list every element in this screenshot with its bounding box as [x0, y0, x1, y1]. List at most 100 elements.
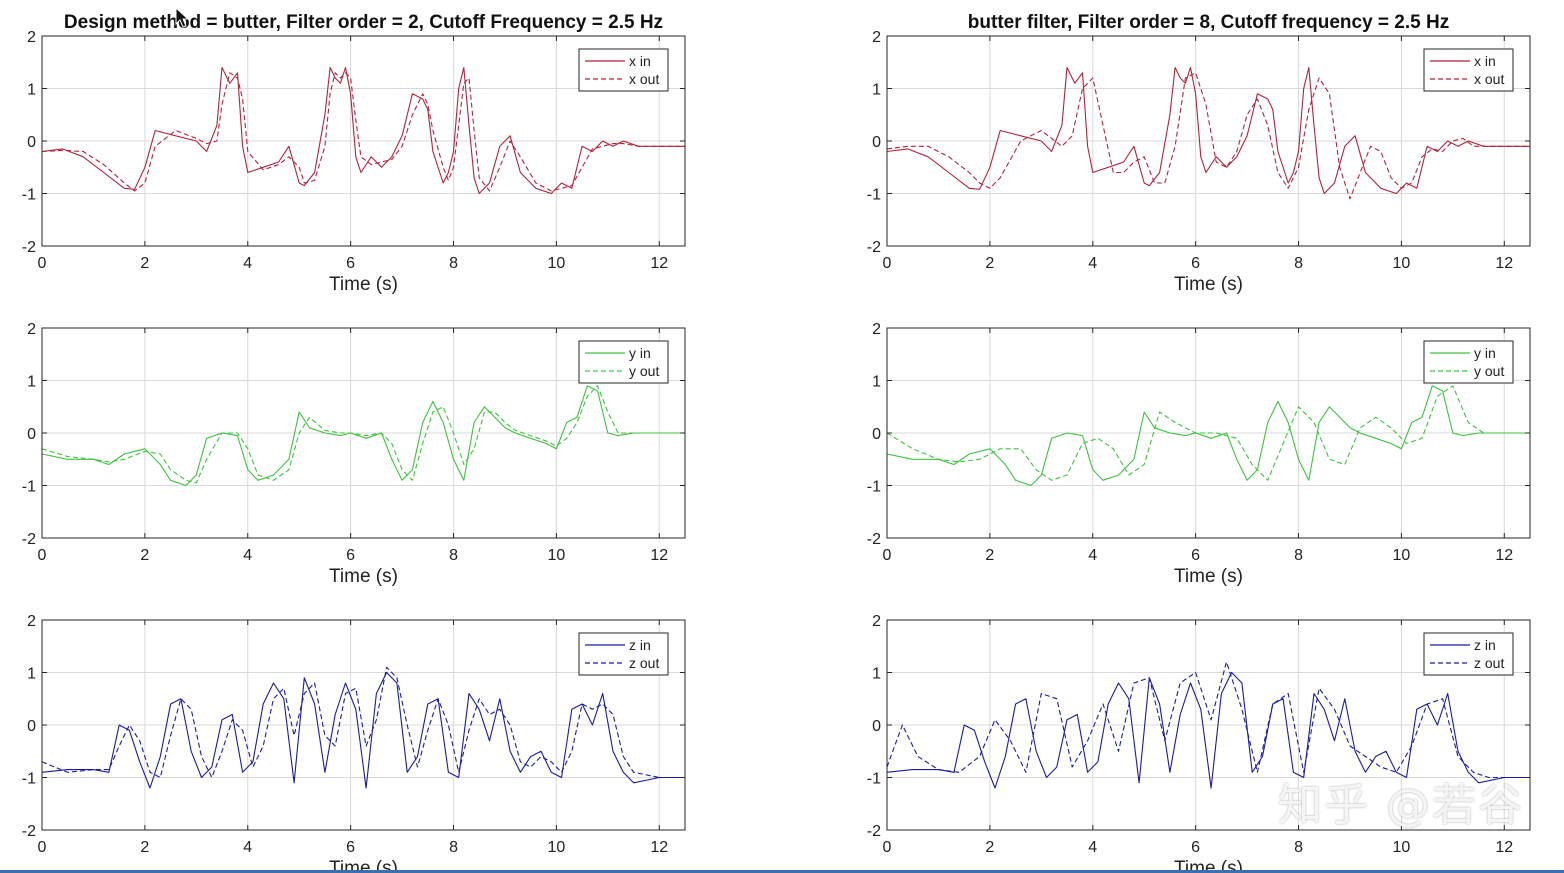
- legend-label: y out: [629, 363, 659, 379]
- legend-label: z in: [629, 637, 651, 653]
- chart-title: butter filter, Filter order = 8, Cutoff …: [968, 12, 1449, 33]
- y-tick-label: 1: [27, 374, 36, 391]
- x-tick-label: 4: [1088, 547, 1097, 564]
- legend-box: [1423, 632, 1514, 676]
- series-line-y-in: [41, 385, 685, 487]
- x-tick-label: 0: [38, 255, 47, 272]
- x-tick-label: 8: [449, 839, 458, 856]
- x-tick-label: 12: [1495, 255, 1513, 272]
- x-tick-label: 10: [548, 547, 566, 564]
- y-tick-label: 0: [872, 134, 881, 151]
- legend-label: y out: [1474, 363, 1504, 379]
- series-line-x-in: [886, 66, 1530, 195]
- series-line-z-out: [41, 666, 685, 779]
- y-tick-label: -2: [867, 239, 881, 256]
- x-tick-label: 12: [650, 547, 668, 564]
- series-line-y-out: [886, 385, 1530, 481]
- x-tick-label: 6: [346, 547, 355, 564]
- legend-box: [578, 48, 669, 92]
- x-tick-label: 4: [1088, 839, 1097, 856]
- series-line-x-out: [886, 72, 1530, 200]
- legend: x in x out: [578, 48, 669, 92]
- y-tick-label: -2: [22, 531, 36, 548]
- y-tick-label: 2: [27, 613, 36, 630]
- x-tick-label: 0: [38, 547, 47, 564]
- mouse-cursor-icon: [175, 6, 190, 28]
- x-tick-label: 0: [883, 547, 892, 564]
- x-tick-label: 10: [1393, 547, 1411, 564]
- y-tick-label: 1: [27, 82, 36, 99]
- y-tick-label: 0: [27, 718, 36, 735]
- legend-label: x in: [629, 53, 651, 69]
- y-tick-label: 0: [27, 426, 36, 443]
- x-tick-label: 12: [650, 255, 668, 272]
- series-line-y-out: [41, 385, 685, 484]
- legend-label: z in: [1474, 637, 1496, 653]
- x-tick-label: 2: [140, 547, 149, 564]
- y-tick-label: 2: [872, 613, 881, 630]
- y-tick-label: -1: [867, 187, 881, 204]
- x-tick-label: 6: [1191, 839, 1200, 856]
- legend: y in y out: [1423, 340, 1514, 384]
- y-tick-label: -2: [22, 239, 36, 256]
- legend-label: x out: [1474, 71, 1504, 87]
- legend-label: y in: [629, 345, 651, 361]
- y-tick-label: 0: [27, 134, 36, 151]
- watermark-text: 知乎 @若谷: [1278, 780, 1524, 831]
- y-tick-label: -1: [867, 479, 881, 496]
- x-tick-label: 4: [243, 255, 252, 272]
- x-tick-label: 2: [985, 839, 994, 856]
- legend: x in x out: [1423, 48, 1514, 92]
- y-tick-label: -1: [22, 479, 36, 496]
- series-line-z-in: [886, 671, 1530, 789]
- x-axis-label: Time (s): [1174, 566, 1243, 587]
- y-tick-label: 2: [27, 321, 36, 338]
- y-tick-label: 0: [872, 718, 881, 735]
- legend-label: z out: [629, 655, 659, 671]
- x-tick-label: 4: [243, 839, 252, 856]
- y-tick-label: 1: [872, 374, 881, 391]
- y-tick-label: 1: [872, 82, 881, 99]
- legend-label: x in: [1474, 53, 1496, 69]
- x-tick-label: 6: [1191, 547, 1200, 564]
- legend: z in z out: [578, 632, 669, 676]
- legend-label: z out: [1474, 655, 1504, 671]
- series-line-y-in: [886, 385, 1530, 487]
- legend-label: x out: [629, 71, 659, 87]
- x-tick-label: 8: [1294, 547, 1303, 564]
- x-axis-label: Time (s): [1174, 858, 1243, 873]
- x-tick-label: 8: [1294, 255, 1303, 272]
- legend-box: [578, 340, 669, 384]
- y-tick-label: 2: [27, 29, 36, 46]
- legend-label: y in: [1474, 345, 1496, 361]
- legend-box: [578, 632, 669, 676]
- y-tick-label: -1: [22, 187, 36, 204]
- x-tick-label: 10: [1393, 839, 1411, 856]
- legend-box: [1423, 48, 1514, 92]
- x-tick-label: 4: [1088, 255, 1097, 272]
- legend: y in y out: [578, 340, 669, 384]
- legend: z in z out: [1423, 632, 1514, 676]
- y-tick-label: 1: [27, 666, 36, 683]
- legend-box: [1423, 340, 1514, 384]
- y-tick-label: 2: [872, 29, 881, 46]
- window-bottom-border: [0, 870, 1564, 873]
- y-tick-label: 2: [872, 321, 881, 338]
- x-tick-label: 10: [548, 839, 566, 856]
- x-tick-label: 0: [883, 255, 892, 272]
- y-tick-label: -2: [22, 823, 36, 840]
- y-tick-label: -2: [867, 531, 881, 548]
- y-tick-label: -1: [22, 771, 36, 788]
- x-tick-label: 2: [140, 255, 149, 272]
- x-tick-label: 0: [883, 839, 892, 856]
- x-axis-label: Time (s): [1174, 274, 1243, 295]
- y-tick-label: 1: [872, 666, 881, 683]
- x-tick-label: 0: [38, 839, 47, 856]
- x-tick-label: 8: [1294, 839, 1303, 856]
- x-axis-label: Time (s): [329, 858, 398, 873]
